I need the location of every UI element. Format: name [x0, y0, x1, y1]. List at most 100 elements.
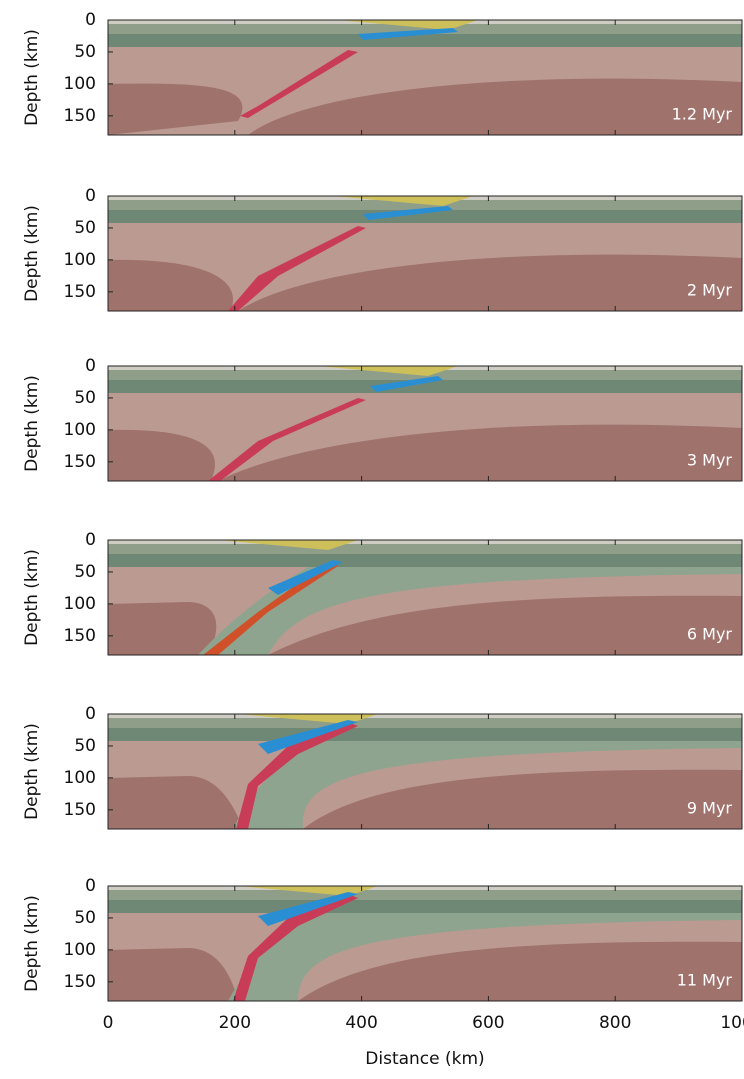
time-label: 6 Myr [687, 625, 733, 644]
y-tick-label: 50 [74, 388, 96, 408]
panel [107, 365, 743, 482]
wedge [258, 720, 358, 754]
y-tick-label: 100 [64, 74, 96, 94]
x-tick-label: 0 [103, 1013, 114, 1033]
frame [107, 19, 743, 136]
frame [107, 365, 743, 482]
frame [107, 713, 743, 830]
y-tick-label: 100 [64, 420, 96, 440]
basin [318, 366, 458, 376]
asthenosphere [108, 429, 215, 481]
wedge [370, 376, 443, 392]
sediment [108, 886, 742, 890]
y-tick-label: 150 [64, 106, 96, 126]
y-tick-label: 50 [74, 908, 96, 928]
panel [107, 885, 743, 1002]
y-tick-label: 150 [64, 800, 96, 820]
panel [107, 713, 743, 830]
y-tick-label: 50 [74, 562, 96, 582]
y-axis-label: Depth (km) [22, 29, 42, 126]
asthenosphere [248, 78, 742, 135]
y-tick-label: 100 [64, 768, 96, 788]
y-tick-label: 0 [85, 876, 96, 896]
x-tick-label: 400 [345, 1013, 377, 1033]
wedge [363, 206, 453, 220]
section [108, 540, 742, 655]
x-tick-label: 800 [599, 1013, 631, 1033]
lower-crust [108, 728, 742, 741]
lower-crust [108, 210, 742, 223]
y-tick-label: 50 [74, 736, 96, 756]
sediment [108, 540, 742, 544]
lower-crust [108, 34, 742, 47]
section [108, 196, 742, 311]
section [108, 20, 742, 135]
y-axis-label: Depth (km) [22, 723, 42, 820]
section [108, 366, 742, 481]
section [108, 886, 742, 1001]
frame [107, 885, 743, 1002]
slab-lithosphere [198, 548, 742, 655]
panel [107, 195, 743, 312]
y-tick-label: 100 [64, 594, 96, 614]
panel [107, 539, 743, 656]
y-axis-label: Depth (km) [22, 549, 42, 646]
y-tick-label: 150 [64, 626, 96, 646]
y-tick-label: 100 [64, 940, 96, 960]
sediment [108, 714, 742, 718]
y-axis-label: Depth (km) [22, 895, 42, 992]
y-tick-label: 0 [85, 186, 96, 206]
x-tick-label: 600 [472, 1013, 504, 1033]
upper-crust [108, 24, 742, 34]
slab [203, 562, 338, 655]
slab [240, 50, 358, 118]
time-label: 3 Myr [687, 451, 733, 470]
y-tick-label: 0 [85, 356, 96, 376]
basin [218, 540, 358, 550]
upper-crust [108, 890, 742, 900]
asthenosphere [108, 83, 243, 135]
basin [333, 196, 473, 206]
asthenosphere [108, 948, 238, 1001]
asthenosphere [218, 424, 742, 481]
basin [338, 20, 478, 30]
upper-crust [108, 718, 742, 728]
time-label: 1.2 Myr [672, 105, 733, 124]
x-axis-label: Distance (km) [365, 1049, 484, 1069]
time-label: 2 Myr [687, 281, 733, 300]
upper-crust [108, 200, 742, 210]
frame [107, 195, 743, 312]
y-tick-label: 50 [74, 42, 96, 62]
asthenosphere [108, 602, 217, 655]
section [108, 714, 742, 829]
time-label: 11 Myr [677, 971, 733, 990]
y-tick-label: 50 [74, 218, 96, 238]
y-tick-label: 100 [64, 250, 96, 270]
slab [208, 398, 366, 481]
wedge [268, 560, 343, 595]
lower-crust [108, 380, 742, 393]
y-axis-label: Depth (km) [22, 375, 42, 472]
y-tick-label: 150 [64, 972, 96, 992]
asthenosphere [108, 776, 243, 829]
asthenosphere [108, 259, 233, 311]
x-tick-label: 200 [219, 1013, 251, 1033]
y-tick-label: 0 [85, 10, 96, 30]
y-axis-label: Depth (km) [22, 205, 42, 302]
slab [228, 226, 366, 311]
asthenosphere [303, 769, 742, 829]
x-tick-label: 1000 [720, 1013, 744, 1033]
frame [107, 539, 743, 656]
wedge [358, 28, 458, 40]
time-label: 9 Myr [687, 799, 733, 818]
asthenosphere [298, 941, 742, 1001]
upper-crust [108, 544, 742, 554]
lower-crust [108, 900, 742, 913]
panel [107, 19, 743, 136]
lower-crust [108, 554, 742, 567]
wedge [258, 892, 358, 926]
y-tick-label: 0 [85, 530, 96, 550]
asthenosphere [238, 254, 742, 311]
y-tick-label: 150 [64, 282, 96, 302]
